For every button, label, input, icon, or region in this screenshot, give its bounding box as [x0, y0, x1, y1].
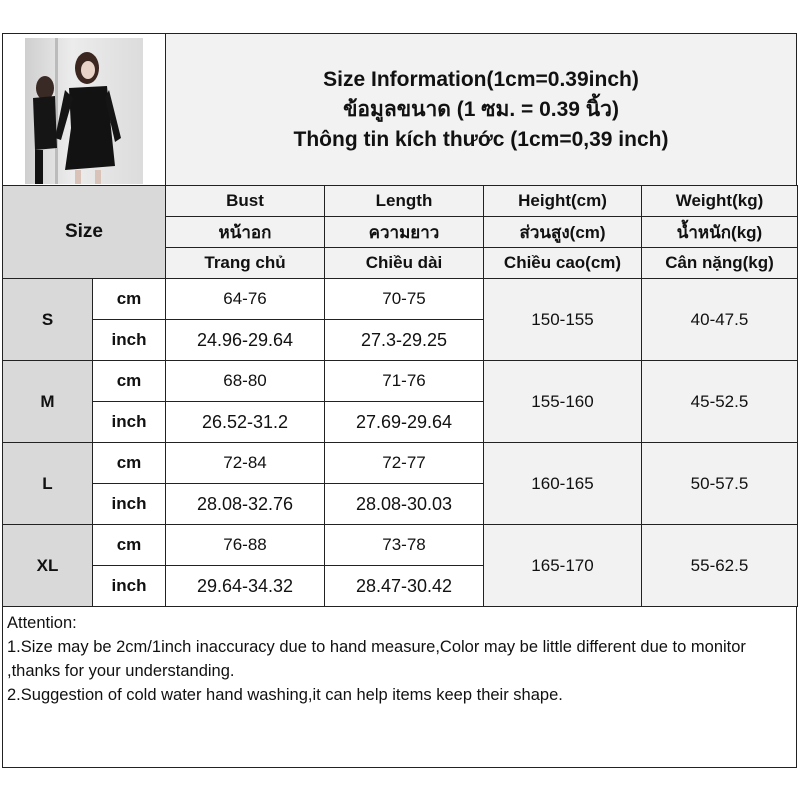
column-header-en: Weight(kg) — [641, 185, 798, 217]
height-value: 150-155 — [483, 278, 642, 361]
column-header-vi: Cân nặng(kg) — [641, 247, 798, 279]
bust-cm-value: 64-76 — [165, 278, 325, 320]
bust-inch-value: 29.64-34.32 — [165, 565, 325, 607]
length-inch-value: 27.69-29.64 — [324, 401, 484, 443]
unit-cm-label: cm — [92, 360, 166, 402]
attention-note-2: 2.Suggestion of cold water hand washing,… — [7, 686, 563, 704]
product-photo — [25, 38, 143, 184]
bust-cm-value: 68-80 — [165, 360, 325, 402]
unit-cm-label: cm — [92, 278, 166, 320]
length-cm-value: 72-77 — [324, 442, 484, 484]
bust-cm-value: 76-88 — [165, 524, 325, 566]
column-header-vi: Chiều dài — [324, 247, 484, 279]
attention-note-1: 1.Size may be 2cm/1inch inaccuracy due t… — [7, 638, 746, 680]
height-value: 155-160 — [483, 360, 642, 443]
length-inch-value: 28.47-30.42 — [324, 565, 484, 607]
attention-notes: Attention: 1.Size may be 2cm/1inch inacc… — [2, 606, 797, 768]
column-header-vi: Chiều cao(cm) — [483, 247, 642, 279]
size-header: Size — [2, 185, 166, 279]
size-label: S — [2, 278, 93, 361]
bust-cm-value: 72-84 — [165, 442, 325, 484]
bust-inch-value: 28.08-32.76 — [165, 483, 325, 525]
bust-inch-value: 26.52-31.2 — [165, 401, 325, 443]
length-inch-value: 28.08-30.03 — [324, 483, 484, 525]
weight-value: 55-62.5 — [641, 524, 798, 607]
column-header-vi: Trang chủ — [165, 247, 325, 279]
weight-value: 45-52.5 — [641, 360, 798, 443]
model-in-dress-image — [33, 38, 121, 184]
size-label: L — [2, 442, 93, 525]
weight-value: 50-57.5 — [641, 442, 798, 525]
length-inch-value: 27.3-29.25 — [324, 319, 484, 361]
unit-cm-label: cm — [92, 442, 166, 484]
title-thai: ข้อมูลขนาด (1 ซม. = 0.39 นิ้ว) — [343, 97, 619, 121]
unit-cm-label: cm — [92, 524, 166, 566]
length-cm-value: 73-78 — [324, 524, 484, 566]
column-header-en: Bust — [165, 185, 325, 217]
column-header-en: Length — [324, 185, 484, 217]
unit-inch-label: inch — [92, 565, 166, 607]
length-cm-value: 71-76 — [324, 360, 484, 402]
product-photo-cell — [2, 33, 166, 186]
column-header-th: หน้าอก — [165, 216, 325, 248]
size-label: M — [2, 360, 93, 443]
size-label: XL — [2, 524, 93, 607]
column-header-th: ส่วนสูง(cm) — [483, 216, 642, 248]
weight-value: 40-47.5 — [641, 278, 798, 361]
size-info-title: Size Information(1cm=0.39inch) ข้อมูลขนา… — [165, 33, 797, 186]
title-vietnamese: Thông tin kích thước (1cm=0,39 inch) — [293, 127, 669, 151]
bust-inch-value: 24.96-29.64 — [165, 319, 325, 361]
column-header-th: น้ำหนัก(kg) — [641, 216, 798, 248]
height-value: 160-165 — [483, 442, 642, 525]
attention-heading: Attention: — [7, 614, 77, 632]
column-header-en: Height(cm) — [483, 185, 642, 217]
height-value: 165-170 — [483, 524, 642, 607]
unit-inch-label: inch — [92, 483, 166, 525]
unit-inch-label: inch — [92, 319, 166, 361]
column-header-th: ความยาว — [324, 216, 484, 248]
length-cm-value: 70-75 — [324, 278, 484, 320]
title-english: Size Information(1cm=0.39inch) — [323, 67, 639, 91]
unit-inch-label: inch — [92, 401, 166, 443]
